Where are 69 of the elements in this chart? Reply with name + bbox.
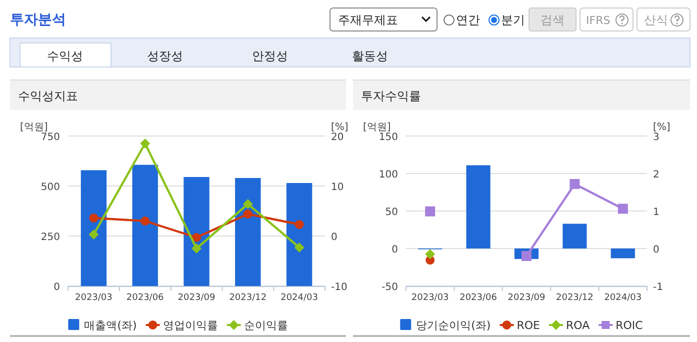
x-tick-label: 2023/06 [460,293,498,303]
point [425,206,436,216]
point [192,233,201,242]
x-tick-label: 2024/03 [280,293,318,303]
point [140,138,150,148]
legend-label: ROA [566,319,590,332]
point [425,249,436,260]
y-tick-label: 100 [378,170,398,180]
y-tick-label: -50 [382,282,398,293]
y-tick-label: 0 [54,282,60,293]
chart-title: 투자수익률 [361,89,421,103]
legend-label: 당기순이익(좌) [416,319,491,332]
legend-label: 매출액(좌) [84,319,137,332]
y-axis-title: [억원] [363,122,391,133]
y-axis-title: [억원] [20,122,48,133]
y-tick-label: 50 [385,207,398,218]
x-tick-label: 2023/09 [508,293,546,303]
point [570,179,580,189]
y2-axis-title: [%] [331,122,348,133]
y2-tick-label: 1 [653,207,660,218]
x-tick-label: 2023/03 [411,293,449,303]
chart-title: 수익성지표 [18,89,78,103]
x-tick-label: 2023/09 [178,293,216,303]
y2-tick-label: -10 [331,282,348,293]
y2-tick-label: -1 [653,282,663,293]
point [192,244,202,254]
y2-axis-title: [%] [653,122,670,133]
x-tick-label: 2023/06 [126,293,164,303]
point [242,199,253,209]
y2-tick-label: 20 [331,132,344,143]
text: 성장성 [147,49,183,63]
text: 활동성 [352,49,388,63]
y-tick-label: 150 [378,132,398,143]
point [243,210,252,218]
bar [610,248,635,258]
bar [466,165,490,248]
text: 주재무제표 [338,13,398,27]
point [618,204,628,214]
text: 수익성 [47,49,83,63]
text: 안정성 [252,49,288,63]
y2-tick-label: 0 [653,244,660,256]
text: 산식 [644,13,668,27]
y-tick-label: 500 [40,182,60,193]
point [294,220,304,229]
y2-tick-label: 0 [331,232,338,243]
x-tick-label: 2023/12 [556,293,594,303]
legend-label: ROIC [616,319,644,332]
text: 분기 [501,13,525,27]
legend-label: ROE [516,319,540,332]
y-tick-label: 750 [40,132,60,143]
point [294,242,304,252]
bar [562,224,587,248]
x-tick-label: 2023/12 [229,293,267,303]
y2-tick-label: 2 [653,170,660,180]
x-tick-label: 2023/03 [75,293,112,303]
text: 투자분석 [10,12,66,28]
legend-label: 순이익률 [244,319,288,332]
y2-tick-label: 10 [331,182,344,193]
text: 연간 [456,13,480,27]
text: 검색 [540,13,564,27]
point [89,214,98,222]
point [140,216,150,226]
y2-tick-label: 3 [653,132,660,143]
legend-label: 영업이익률 [162,319,218,332]
y-tick-label: 250 [40,232,60,243]
y-tick-label: 0 [392,244,398,256]
point [88,230,99,240]
text: IFRS [586,14,610,27]
x-tick-label: 2024/03 [604,293,642,303]
